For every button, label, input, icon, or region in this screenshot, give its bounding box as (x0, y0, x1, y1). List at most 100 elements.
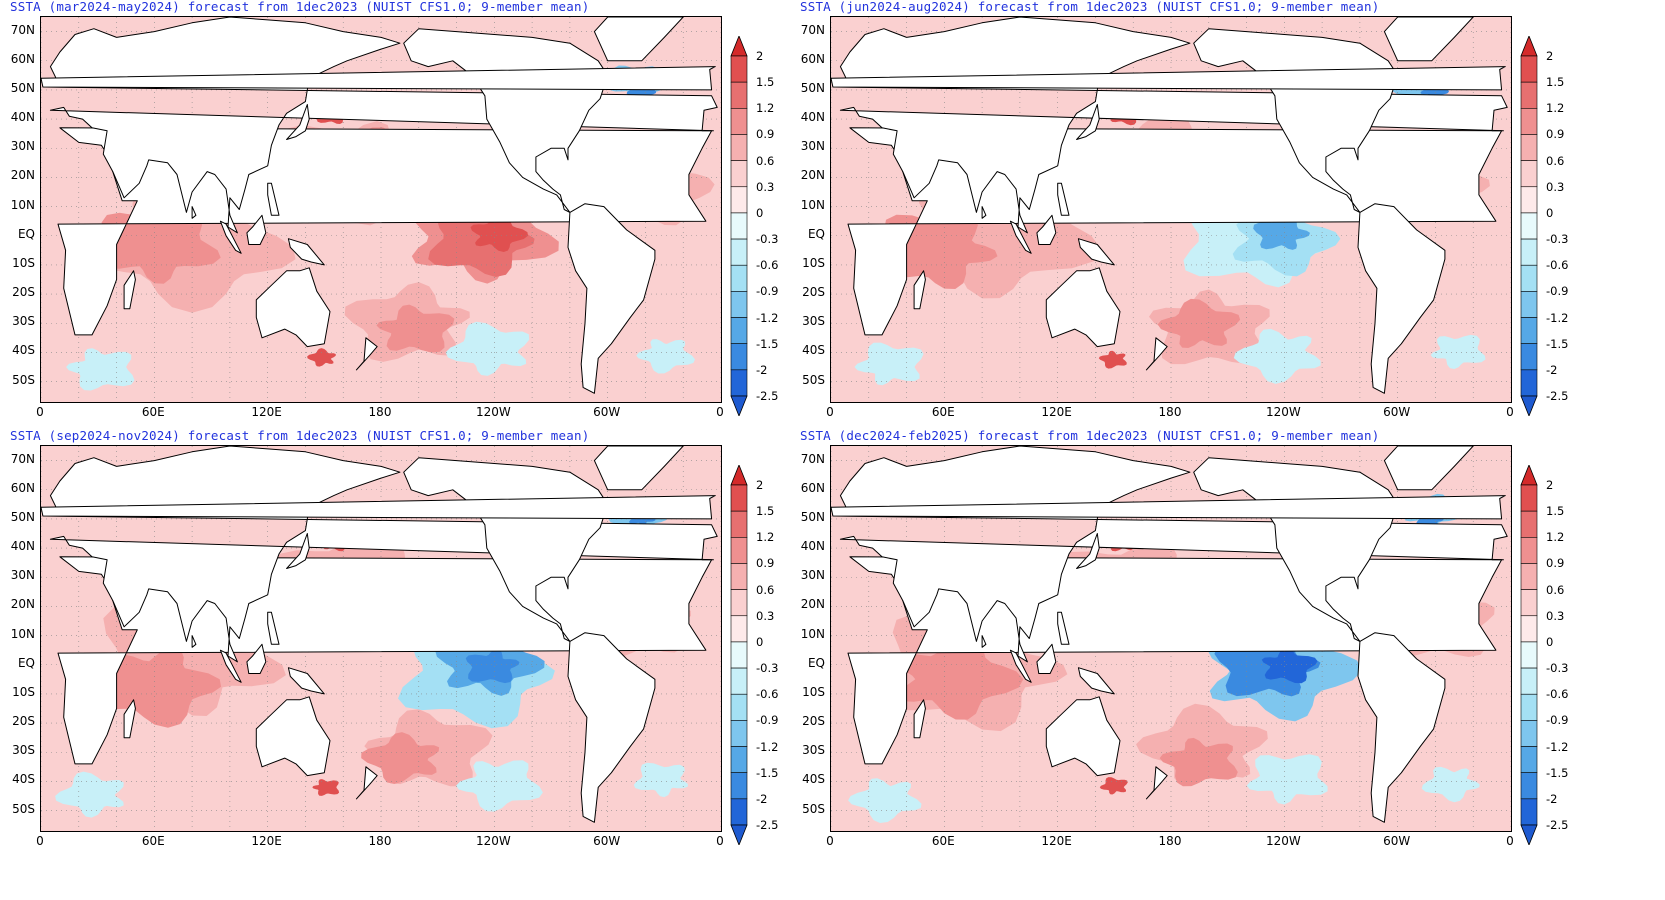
colorbar-label: -0.3 (756, 232, 779, 247)
lon-label: 180 (368, 834, 392, 848)
lon-label: 180 (1158, 405, 1182, 419)
land-sumatra (219, 220, 242, 254)
lat-label: 50N (10, 80, 35, 95)
colorbar-label: -1.2 (756, 310, 779, 325)
land-greenland (1383, 446, 1474, 491)
forecast-panel-jun-aug-2024: SSTA (jun2024-aug2024) forecast from 1de… (790, 0, 1622, 450)
land-borneo (246, 643, 267, 674)
colorbar-label: 0.6 (756, 153, 775, 168)
lon-label: 60E (931, 834, 955, 848)
colorbar-label: -0.9 (1546, 284, 1569, 299)
lon-label: 0 (1506, 405, 1514, 419)
colorbar-segment (1520, 291, 1538, 318)
land-sumatra (1009, 649, 1032, 683)
colorbar-segment (730, 798, 748, 826)
colorbar-segment (1520, 264, 1538, 292)
colorbar-label: -1.2 (756, 739, 779, 754)
colorbar-segment (1520, 238, 1538, 266)
lon-label: 120W (475, 405, 511, 419)
colorbar-segment (1520, 317, 1538, 344)
colorbar-segment (1520, 484, 1538, 512)
ssta-map (40, 445, 722, 832)
ssta-contour (376, 304, 455, 353)
land-south-america (567, 632, 656, 823)
colorbar-label: 1.5 (756, 504, 775, 519)
ssta-contour (66, 348, 135, 391)
colorbar-label: 0.3 (1546, 608, 1565, 623)
land-eurasia (836, 446, 1508, 663)
colorbar-label: 1.5 (1546, 75, 1565, 90)
land-sri-lanka (981, 635, 987, 648)
ssta-contour (312, 779, 340, 796)
colorbar-segment (730, 186, 748, 214)
colorbar-segment (1520, 186, 1538, 214)
ssta-contour (897, 636, 1024, 720)
land-new-zealand (355, 337, 378, 371)
colorbar-label: -2.5 (756, 818, 779, 832)
lon-label: 60W (1383, 405, 1411, 419)
colorbar-label: -0.3 (1546, 232, 1569, 247)
lon-label: 120E (251, 405, 282, 419)
colorbar-label: 0.9 (1546, 127, 1565, 142)
land-madagascar (913, 270, 926, 310)
colorbar-top-arrow (730, 36, 748, 57)
colorbar-label: -2.5 (1546, 818, 1569, 832)
ssta-contour (854, 342, 924, 386)
colorbar-segment (1520, 108, 1538, 135)
colorbar-label: -1.2 (1546, 739, 1569, 754)
land-uk (41, 66, 716, 91)
lat-label: 30N (800, 568, 825, 583)
colorbar-segment (730, 55, 748, 83)
land-south-america (1357, 203, 1446, 394)
land-borneo (1036, 643, 1057, 674)
land-sumatra (219, 649, 242, 683)
colorbar-top-arrow (1520, 465, 1538, 486)
ssta-contour (456, 760, 543, 812)
colorbar-segment (1520, 81, 1538, 109)
colorbar (730, 465, 748, 845)
lon-label: 0 (716, 405, 724, 419)
land-sri-lanka (191, 635, 197, 648)
colorbar-segment (1520, 641, 1538, 669)
land-uk (831, 495, 1506, 520)
forecast-panel-mar-may-2024: SSTA (mar2024-may2024) forecast from 1de… (0, 0, 832, 450)
land-new-zealand (355, 766, 378, 800)
colorbar-segment (730, 264, 748, 292)
colorbar-label: 0 (1546, 205, 1554, 220)
land-australia (1045, 267, 1121, 348)
lat-label: 50N (800, 509, 825, 524)
colorbar-segment (730, 343, 748, 371)
land-borneo (246, 214, 267, 245)
colorbar-segment (1520, 772, 1538, 800)
colorbar-label: 0.6 (1546, 582, 1565, 597)
colorbar-label: 2 (756, 49, 764, 63)
ssta-contour (1246, 754, 1328, 805)
lat-label: 70N (800, 22, 825, 37)
lat-label: 50S (802, 372, 825, 387)
lat-label: 70N (800, 451, 825, 466)
lon-label: 120W (1265, 405, 1301, 419)
colorbar-segment (1520, 369, 1538, 397)
colorbar-segment (730, 589, 748, 617)
lon-label: 60E (141, 405, 165, 419)
lon-label: 0 (716, 834, 724, 848)
colorbar-top-arrow (1520, 36, 1538, 57)
panel-title: SSTA (dec2024-feb2025) forecast from 1de… (800, 428, 1380, 443)
ssta-contour (636, 339, 695, 374)
colorbar-label: -1.5 (1546, 765, 1569, 780)
lat-label: 20N (10, 597, 35, 612)
ssta-contour (55, 771, 124, 818)
colorbar-top-arrow (730, 465, 748, 486)
colorbar-label: -2 (756, 362, 768, 377)
lat-label: 20N (10, 168, 35, 183)
ssta-map-canvas (831, 17, 1511, 402)
colorbar-segment (730, 563, 748, 590)
lat-label: 30N (10, 568, 35, 583)
colorbar-segment (730, 510, 748, 538)
lat-label: 10S (12, 255, 35, 270)
colorbar-segment (730, 484, 748, 512)
land-philippines (267, 611, 280, 645)
land-new-guinea (287, 667, 325, 695)
ssta-contour (1098, 350, 1127, 369)
lon-label: 120W (475, 834, 511, 848)
